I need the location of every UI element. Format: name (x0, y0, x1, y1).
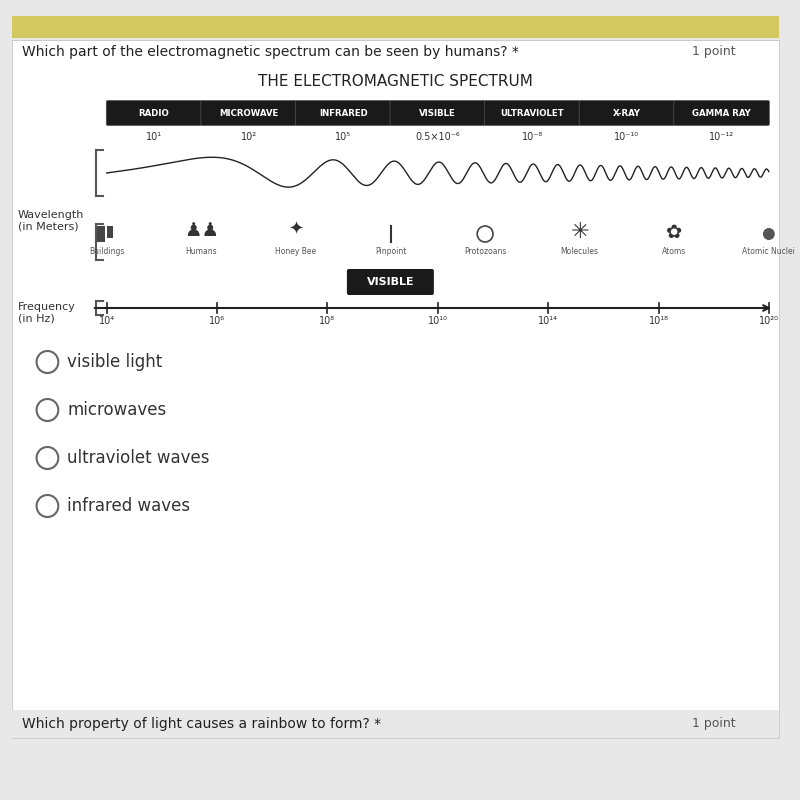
Text: 10¹⁴: 10¹⁴ (538, 316, 558, 326)
Text: visible light: visible light (67, 353, 162, 371)
Text: 10²⁰: 10²⁰ (759, 316, 779, 326)
Text: Pinpoint: Pinpoint (375, 247, 406, 257)
Text: Molecules: Molecules (561, 247, 598, 257)
Text: GAMMA RAY: GAMMA RAY (692, 109, 751, 118)
Text: INFRARED: INFRARED (319, 109, 367, 118)
Text: ✿: ✿ (666, 222, 682, 242)
Text: microwaves: microwaves (67, 401, 166, 419)
Text: ♟♟: ♟♟ (184, 221, 219, 239)
FancyBboxPatch shape (295, 101, 391, 126)
Text: Which property of light causes a rainbow to form? *: Which property of light causes a rainbow… (22, 717, 381, 731)
Text: THE ELECTROMAGNETIC SPECTRUM: THE ELECTROMAGNETIC SPECTRUM (258, 74, 533, 90)
Text: 1 point: 1 point (692, 46, 735, 58)
FancyBboxPatch shape (674, 101, 770, 126)
FancyBboxPatch shape (579, 101, 674, 126)
FancyBboxPatch shape (201, 101, 297, 126)
Text: VISIBLE: VISIBLE (419, 109, 456, 118)
Text: 10⁵: 10⁵ (335, 132, 351, 142)
Text: 10²: 10² (241, 132, 257, 142)
Text: 10¹⁰: 10¹⁰ (428, 316, 448, 326)
Text: Buildings: Buildings (89, 247, 125, 257)
Text: ✦: ✦ (288, 221, 303, 239)
Text: 10⁻¹⁰: 10⁻¹⁰ (614, 132, 639, 142)
Text: Atomic Nuclei: Atomic Nuclei (742, 247, 795, 257)
Circle shape (763, 228, 775, 240)
Text: 10¹: 10¹ (146, 132, 162, 142)
Text: 10⁻¹²: 10⁻¹² (709, 132, 734, 142)
FancyBboxPatch shape (106, 226, 113, 238)
Text: ✳: ✳ (570, 222, 589, 242)
Text: Which part of the electromagnetic spectrum can be seen by humans? *: Which part of the electromagnetic spectr… (22, 45, 518, 59)
FancyBboxPatch shape (485, 101, 580, 126)
Text: 0.5×10⁻⁶: 0.5×10⁻⁶ (415, 132, 460, 142)
Text: Wavelength
(in Meters): Wavelength (in Meters) (18, 210, 84, 232)
Text: 1 point: 1 point (692, 718, 735, 730)
Text: Protozoans: Protozoans (464, 247, 506, 257)
Text: ultraviolet waves: ultraviolet waves (67, 449, 210, 467)
Text: Humans: Humans (186, 247, 217, 257)
FancyBboxPatch shape (12, 40, 778, 738)
FancyBboxPatch shape (12, 16, 778, 38)
Text: Frequency
(in Hz): Frequency (in Hz) (18, 302, 76, 323)
Text: RADIO: RADIO (138, 109, 170, 118)
Text: Honey Bee: Honey Bee (275, 247, 317, 257)
Text: 10⁴: 10⁴ (98, 316, 114, 326)
Text: infrared waves: infrared waves (67, 497, 190, 515)
Text: ULTRAVIOLET: ULTRAVIOLET (501, 109, 564, 118)
FancyBboxPatch shape (390, 101, 486, 126)
FancyBboxPatch shape (106, 101, 202, 126)
Text: 10⁸: 10⁸ (319, 316, 335, 326)
Text: X-RAY: X-RAY (613, 109, 641, 118)
Text: 10⁶: 10⁶ (209, 316, 225, 326)
FancyBboxPatch shape (347, 269, 434, 295)
Text: MICROWAVE: MICROWAVE (219, 109, 278, 118)
FancyBboxPatch shape (12, 710, 778, 738)
Text: VISIBLE: VISIBLE (366, 277, 414, 287)
Text: 10¹⁸: 10¹⁸ (649, 316, 669, 326)
Text: 10⁻⁸: 10⁻⁸ (522, 132, 543, 142)
Text: Atoms: Atoms (662, 247, 686, 257)
FancyBboxPatch shape (97, 226, 105, 242)
